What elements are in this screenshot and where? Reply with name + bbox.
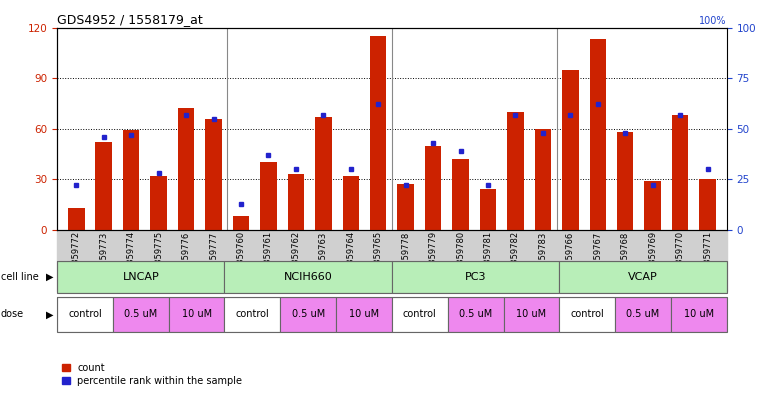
Bar <box>95 142 112 230</box>
Bar <box>672 115 689 230</box>
Text: control: control <box>570 309 604 320</box>
Text: LNCAP: LNCAP <box>123 272 159 282</box>
Text: 10 uM: 10 uM <box>684 309 714 320</box>
Text: control: control <box>403 309 437 320</box>
Bar <box>68 208 84 230</box>
Bar <box>205 119 221 230</box>
Text: 10 uM: 10 uM <box>349 309 379 320</box>
Bar <box>615 297 671 332</box>
Bar <box>288 174 304 230</box>
Text: 10 uM: 10 uM <box>182 309 212 320</box>
Bar <box>447 297 504 332</box>
Bar <box>559 261 727 293</box>
Bar <box>452 159 469 230</box>
Bar <box>699 179 716 230</box>
Text: PC3: PC3 <box>465 272 486 282</box>
Bar <box>535 129 551 230</box>
Bar <box>507 112 524 230</box>
Text: 0.5 uM: 0.5 uM <box>459 309 492 320</box>
Bar <box>590 39 606 230</box>
Bar <box>224 297 280 332</box>
Text: 10 uM: 10 uM <box>517 309 546 320</box>
Bar <box>617 132 633 230</box>
Bar <box>57 261 224 293</box>
Bar <box>336 297 392 332</box>
Bar <box>645 181 661 230</box>
Bar <box>562 70 578 230</box>
Bar <box>370 36 387 230</box>
Bar <box>233 217 249 230</box>
Text: VCAP: VCAP <box>628 272 658 282</box>
Bar <box>57 297 113 332</box>
Text: NCIH660: NCIH660 <box>284 272 333 282</box>
Text: dose: dose <box>1 309 24 320</box>
Bar <box>123 130 139 230</box>
Text: 0.5 uM: 0.5 uM <box>124 309 158 320</box>
Bar <box>342 176 359 230</box>
Bar <box>392 297 447 332</box>
Bar <box>169 297 224 332</box>
Bar <box>280 297 336 332</box>
Text: control: control <box>235 309 269 320</box>
Bar <box>315 117 332 230</box>
Text: 100%: 100% <box>699 17 727 26</box>
Bar <box>479 189 496 230</box>
Text: control: control <box>68 309 102 320</box>
Bar <box>178 108 194 230</box>
Bar <box>151 176 167 230</box>
Bar <box>504 297 559 332</box>
Bar <box>397 184 414 230</box>
Bar <box>224 261 392 293</box>
Bar <box>260 162 277 230</box>
Text: 0.5 uM: 0.5 uM <box>291 309 325 320</box>
Bar <box>559 297 615 332</box>
Bar <box>392 261 559 293</box>
Bar <box>425 145 441 230</box>
Text: ▶: ▶ <box>46 272 53 282</box>
Text: ▶: ▶ <box>46 309 53 320</box>
Bar <box>113 297 169 332</box>
Bar <box>671 297 727 332</box>
Text: 0.5 uM: 0.5 uM <box>626 309 660 320</box>
Legend: count, percentile rank within the sample: count, percentile rank within the sample <box>62 363 243 386</box>
Text: cell line: cell line <box>1 272 39 282</box>
Text: GDS4952 / 1558179_at: GDS4952 / 1558179_at <box>57 13 203 26</box>
